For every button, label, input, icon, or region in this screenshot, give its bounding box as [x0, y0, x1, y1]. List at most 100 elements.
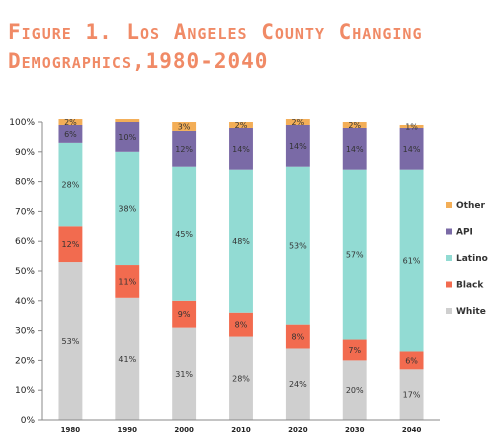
bar-segment-latino: [342, 169, 367, 340]
legend-label-black: Black: [456, 281, 484, 291]
bar-segment-api: [285, 124, 310, 167]
data-label: 3%: [178, 122, 191, 131]
chart-title: Figure 1. Los Angeles County Changing De…: [8, 20, 423, 73]
data-label: 41%: [118, 355, 136, 364]
data-label: 8%: [235, 321, 248, 330]
bars: 53% 12% 28% 6% 2% 41% 11% 38% 10% 31% 9% 45% 12% 3% 28…: [58, 118, 424, 420]
legend-swatch-black: [446, 281, 452, 288]
data-label: 2%: [64, 118, 77, 127]
bar-segment-latino: [58, 142, 83, 227]
bar-segment-white: [285, 348, 310, 420]
bar-segment-other: [399, 124, 424, 128]
data-label: 11%: [118, 277, 136, 286]
bar-segment-other: [285, 119, 310, 125]
data-label: 24%: [289, 380, 307, 389]
legend-label-white: White: [456, 307, 486, 317]
data-label: 10%: [118, 133, 136, 142]
x-tick-label: 1990: [118, 426, 138, 434]
y-tick-label: 90%: [15, 148, 35, 158]
legend: Other API Latino Black White: [446, 201, 488, 317]
bar-segment-other: [172, 122, 197, 131]
data-label: 57%: [346, 251, 364, 260]
bar-segment-black: [285, 324, 310, 349]
bar-segment-api: [58, 124, 83, 143]
bar-segment-white: [229, 336, 253, 420]
x-tick-label: 2030: [345, 426, 365, 434]
data-label: 8%: [292, 333, 305, 342]
y-tick-label: 70%: [15, 207, 35, 217]
y-tick-label: 50%: [15, 267, 35, 277]
legend-label-other: Other: [456, 201, 485, 211]
x-tick-label: 2040: [402, 426, 422, 434]
x-tick-label: 2020: [288, 426, 308, 434]
y-tick-label: 80%: [15, 178, 35, 188]
bar-segment-latino: [399, 169, 424, 352]
bar-segment-api: [229, 127, 253, 170]
bar-segment-other: [229, 122, 253, 128]
data-label: 14%: [232, 145, 250, 154]
data-label: 9%: [178, 310, 191, 319]
bar-segment-black: [172, 300, 197, 328]
data-label: 53%: [62, 337, 80, 346]
data-label: 31%: [175, 370, 193, 379]
bar-segment-white: [115, 297, 140, 420]
bar-segment-black: [342, 339, 367, 361]
legend-swatch-white: [446, 308, 452, 314]
y-tick-label: 30%: [15, 327, 35, 337]
data-label: 17%: [403, 391, 421, 400]
bar-segment-api: [172, 130, 197, 167]
x-tick-label: 2000: [174, 426, 194, 434]
bar-segment-api: [342, 127, 367, 170]
data-label: 53%: [289, 242, 307, 251]
data-label: 14%: [289, 142, 307, 151]
bar-segment-api: [115, 122, 140, 152]
bar-segment-api: [399, 127, 424, 170]
bar-segment-black: [229, 312, 253, 337]
data-label: 48%: [232, 237, 250, 246]
data-label: 14%: [403, 145, 421, 154]
legend-label-latino: Latino: [456, 254, 488, 264]
legend-label-api: API: [456, 228, 473, 238]
y-tick-label: 100%: [9, 118, 35, 128]
legend-swatch-other: [446, 202, 452, 208]
bar-segment-white: [399, 369, 424, 420]
data-label: 45%: [175, 230, 193, 239]
data-label: 28%: [232, 374, 250, 383]
data-label: 1%: [405, 122, 418, 131]
bar-segment-black: [399, 351, 424, 370]
y-tick-label: 60%: [15, 237, 35, 247]
bar-segment-other: [58, 119, 83, 125]
y-tick-label: 20%: [15, 356, 35, 366]
x-tick-label: 2010: [231, 426, 251, 434]
data-label: 7%: [348, 346, 361, 355]
data-label: 6%: [405, 356, 418, 365]
bar-segment-latino: [115, 151, 140, 266]
legend-swatch-latino: [446, 255, 452, 261]
bar-segment-other: [115, 119, 140, 122]
data-label: 61%: [403, 257, 421, 266]
bar-segment-white: [342, 360, 367, 420]
x-tick-label: 1980: [61, 426, 81, 434]
bar-segment-white: [58, 262, 83, 420]
legend-swatch-api: [446, 228, 452, 235]
data-label: 20%: [346, 386, 364, 395]
data-label: 2%: [292, 118, 305, 127]
data-label: 28%: [62, 181, 80, 190]
bar-segment-black: [58, 226, 83, 263]
bar-segment-latino: [229, 169, 253, 313]
y-tick-label: 0%: [21, 416, 36, 426]
data-label: 12%: [62, 240, 80, 249]
x-axis: 1980 1990 2000 2010 2020 2030 2040: [42, 419, 440, 434]
y-axis: 0% 10% 20% 30% 40% 50% 60% 70% 80% 90% 100%: [9, 118, 43, 426]
bar-segment-latino: [285, 166, 310, 325]
data-label: 14%: [346, 145, 364, 154]
data-label: 12%: [175, 145, 193, 154]
bar-segment-other: [342, 122, 367, 128]
bar-segment-white: [172, 327, 197, 420]
y-tick-label: 10%: [15, 386, 35, 396]
bar-segment-black: [115, 265, 140, 298]
y-tick-label: 40%: [15, 297, 35, 307]
data-label: 2%: [235, 121, 248, 130]
data-label: 2%: [348, 121, 361, 130]
